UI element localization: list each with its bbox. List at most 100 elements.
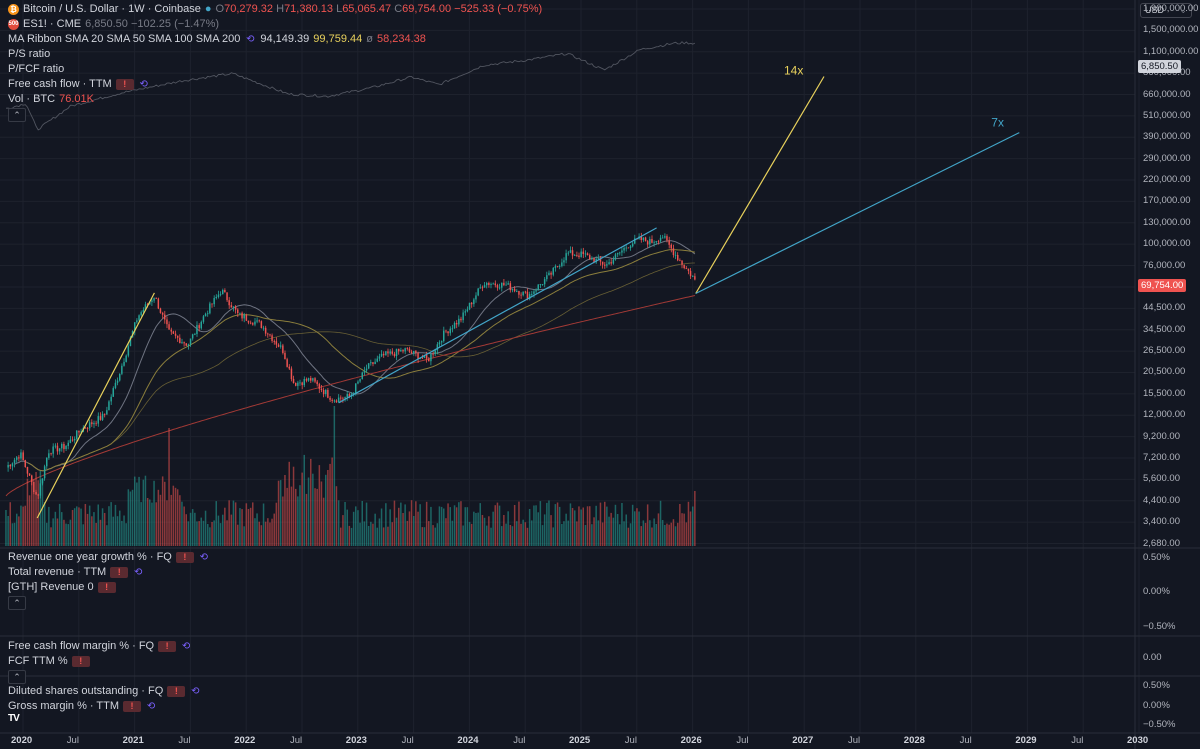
time-axis-label: Jul bbox=[513, 735, 526, 746]
time-axis-label: 2029 bbox=[1015, 735, 1037, 746]
error-icon[interactable]: ! bbox=[167, 686, 186, 697]
overlay-ps-ratio[interactable]: P/S ratio bbox=[8, 48, 51, 60]
volume-bar bbox=[436, 523, 439, 546]
volume-bar bbox=[612, 517, 615, 546]
symbol-legend[interactable]: ₿ Bitcoin / U.S. Dollar · 1W · Coinbase … bbox=[8, 3, 542, 16]
overlay-ma-ribbon[interactable]: MA Ribbon SMA 20 SMA 50 SMA 100 SMA 200 … bbox=[8, 33, 426, 45]
candle-body bbox=[357, 381, 359, 384]
candle-body bbox=[243, 314, 245, 319]
volume-bar bbox=[518, 501, 520, 546]
candle-body bbox=[432, 353, 434, 355]
candle-body bbox=[501, 282, 503, 288]
currency-select[interactable]: USD ⌄ bbox=[1140, 3, 1192, 18]
candle-body bbox=[382, 353, 385, 356]
candle-body bbox=[593, 257, 595, 263]
candle-body bbox=[481, 287, 484, 289]
volume-bar bbox=[413, 516, 415, 546]
volume-bar bbox=[7, 516, 9, 546]
loop-icon: ⟲ bbox=[246, 34, 255, 45]
candle-body bbox=[202, 316, 205, 322]
error-icon[interactable]: ! bbox=[110, 567, 129, 578]
candle-body bbox=[428, 358, 430, 362]
volume-bar bbox=[646, 504, 649, 546]
candle-body bbox=[447, 331, 449, 334]
time-axis-label: 2021 bbox=[122, 735, 144, 746]
volume-bar bbox=[477, 512, 479, 546]
candle-body bbox=[41, 478, 44, 484]
trend-line-2020 bbox=[36, 292, 155, 519]
time-axis-label: 2026 bbox=[680, 735, 702, 746]
pane-revenue-growth[interactable]: Revenue one year growth % · FQ ! ⟲ bbox=[8, 551, 209, 563]
volume-bar bbox=[365, 502, 368, 546]
cme-icon: 500 bbox=[8, 19, 19, 30]
error-icon[interactable]: ! bbox=[97, 582, 116, 593]
pane-axis-label: 0.50% bbox=[1143, 552, 1170, 563]
volume-bar bbox=[674, 526, 677, 546]
candle-body bbox=[389, 351, 391, 354]
pane-fcf-ttm[interactable]: FCF TTM % ! bbox=[8, 655, 90, 668]
es1-shadow-line bbox=[5, 41, 696, 131]
collapse-pane-fcf-button[interactable]: ⌃ bbox=[8, 670, 26, 684]
pane-gth-revenue[interactable]: [GTH] Revenue 0 ! bbox=[8, 581, 116, 594]
candle-body bbox=[355, 383, 357, 393]
overlay-pfcf-ratio[interactable]: P/FCF ratio bbox=[8, 63, 65, 75]
candle-body bbox=[423, 355, 426, 358]
error-icon[interactable]: ! bbox=[115, 79, 134, 90]
volume-bar bbox=[249, 507, 252, 546]
volume-bar bbox=[97, 504, 99, 546]
volume-bar bbox=[619, 524, 621, 546]
symbol-title[interactable]: Bitcoin / U.S. Dollar · 1W · Coinbase bbox=[23, 3, 201, 15]
volume-bar bbox=[155, 502, 157, 546]
volume-bar bbox=[425, 501, 428, 546]
candle-body bbox=[35, 492, 37, 495]
overlay-free-cash-flow[interactable]: Free cash flow · TTM ! ⟲ bbox=[8, 78, 148, 90]
candle-body bbox=[488, 283, 490, 285]
pane-fcf-margin[interactable]: Free cash flow margin % · FQ ! ⟲ bbox=[8, 640, 191, 652]
volume-bar bbox=[237, 524, 239, 546]
tradingview-logo-icon[interactable]: TV bbox=[8, 713, 20, 724]
volume-bar bbox=[82, 524, 84, 546]
volume-bar bbox=[361, 501, 363, 546]
loop-icon: ⟲ bbox=[139, 79, 148, 90]
volume-bar bbox=[153, 480, 155, 546]
candle-body bbox=[400, 350, 402, 352]
error-icon[interactable]: ! bbox=[71, 656, 90, 667]
overlay-volume[interactable]: Vol · BTC 76.01K bbox=[8, 93, 94, 105]
time-axis-label: Jul bbox=[959, 735, 972, 746]
candle-body bbox=[224, 290, 226, 293]
pane-diluted-shares[interactable]: Diluted shares outstanding · FQ ! ⟲ bbox=[8, 685, 200, 697]
volume-bar bbox=[9, 502, 11, 546]
volume-bar bbox=[507, 511, 509, 546]
volume-bar bbox=[661, 520, 664, 546]
candle-body bbox=[245, 314, 248, 321]
candle-body bbox=[314, 378, 316, 382]
pane-total-revenue[interactable]: Total revenue · TTM ! ⟲ bbox=[8, 566, 143, 578]
error-icon[interactable]: ! bbox=[175, 552, 194, 563]
volume-bar bbox=[505, 523, 507, 546]
pane-gross-margin[interactable]: Gross margin % · TTM ! ⟲ bbox=[8, 700, 156, 712]
volume-bar bbox=[185, 514, 187, 546]
collapse-pane-revenue-button[interactable]: ⌃ bbox=[8, 596, 26, 610]
candle-body bbox=[664, 236, 666, 238]
volume-bar bbox=[159, 494, 162, 546]
volume-bar bbox=[194, 512, 196, 546]
volume-bar bbox=[606, 506, 608, 546]
candle-body bbox=[644, 237, 647, 242]
volume-bar bbox=[601, 522, 604, 546]
error-icon[interactable]: ! bbox=[158, 641, 177, 652]
volume-bar bbox=[103, 513, 106, 546]
volume-bar bbox=[599, 502, 602, 546]
overlay-es1[interactable]: 500 ES1! · CME 6,850.50 −102.25 (−1.47%) bbox=[8, 18, 220, 30]
volume-bar bbox=[359, 522, 361, 546]
candle-body bbox=[125, 355, 127, 362]
volume-bar bbox=[50, 527, 52, 546]
collapse-legend-button[interactable]: ⌃ bbox=[8, 108, 26, 122]
candle-body bbox=[646, 241, 649, 245]
candle-body bbox=[438, 342, 441, 345]
volume-bar bbox=[65, 523, 67, 546]
volume-bar bbox=[591, 524, 593, 546]
error-icon[interactable]: ! bbox=[123, 701, 142, 712]
candle-body bbox=[430, 353, 432, 362]
candle-body bbox=[200, 321, 202, 329]
